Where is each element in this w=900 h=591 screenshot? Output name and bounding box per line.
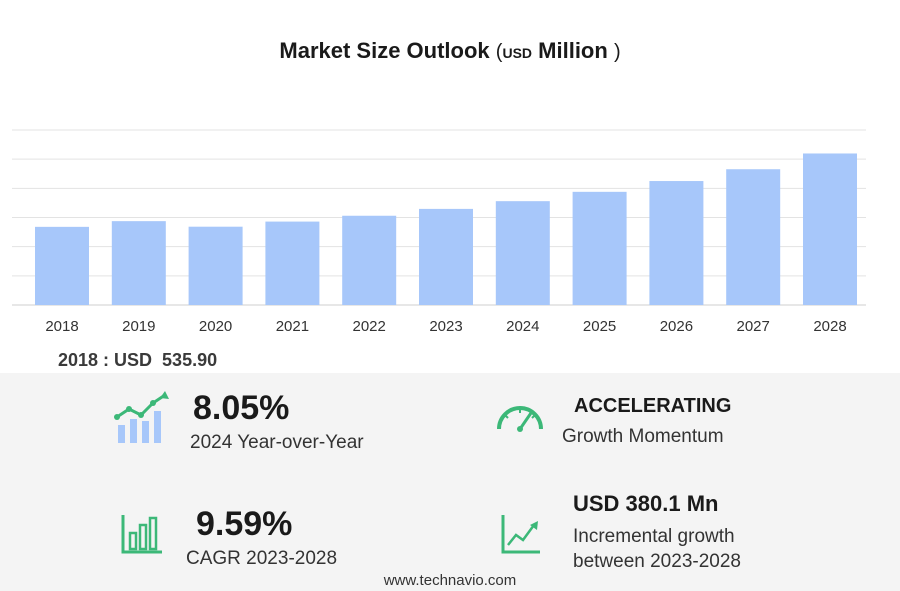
momentum-value: ACCELERATING <box>574 395 732 417</box>
title-unit-prefix: USD <box>502 45 533 61</box>
bar-2021 <box>265 221 320 305</box>
speedometer-icon <box>497 406 543 432</box>
growth-bars-icon <box>114 391 169 443</box>
bar-2018 <box>35 226 89 305</box>
chart-title: Market Size Outlook (USD Million ) <box>0 38 900 64</box>
title-main: Market Size Outlook <box>279 38 490 63</box>
footer-url: www.technavio.com <box>383 572 517 589</box>
x-tick-label-2025: 2025 <box>583 318 616 335</box>
bar-2020 <box>188 226 243 305</box>
x-tick-label-2019: 2019 <box>122 318 155 335</box>
incremental-label-line2: between 2023-2028 <box>573 551 741 572</box>
x-tick-label-2028: 2028 <box>813 318 846 335</box>
bar-2026 <box>649 181 704 305</box>
bar-2027 <box>726 169 781 305</box>
bar-2019 <box>111 221 166 305</box>
x-tick-label-2018: 2018 <box>45 318 78 335</box>
x-tick-label-2026: 2026 <box>660 318 693 335</box>
x-tick-label-2027: 2027 <box>737 318 770 335</box>
bar-chart-icon <box>121 515 162 554</box>
x-tick-label-2023: 2023 <box>429 318 462 335</box>
title-paren-close: ) <box>613 41 621 63</box>
base-year-value: 2018 : USD 535.90 <box>58 350 218 370</box>
bar-2024 <box>495 201 550 305</box>
cagr-label: CAGR 2023-2028 <box>186 548 338 569</box>
bar-2022 <box>342 215 397 305</box>
yoy-label: 2024 Year-over-Year <box>190 432 364 453</box>
cagr-value: 9.59% <box>196 505 293 543</box>
title-unit: Million <box>538 38 608 63</box>
x-tick-label-2020: 2020 <box>199 318 232 335</box>
bar-2028 <box>803 153 857 305</box>
stats-panel: 8.05% 2024 Year-over-Year ACCELERATING G… <box>0 373 900 591</box>
yoy-value: 8.05% <box>193 389 290 427</box>
title-paren-open: ( <box>495 41 503 63</box>
momentum-label: Growth Momentum <box>562 426 724 447</box>
x-tick-label-2024: 2024 <box>506 318 539 335</box>
trend-line-icon <box>501 515 540 554</box>
bar-2023 <box>419 208 473 305</box>
x-tick-label-2022: 2022 <box>353 318 386 335</box>
incremental-value: USD 380.1 Mn <box>573 491 719 516</box>
x-tick-label-2021: 2021 <box>276 318 309 335</box>
incremental-label-line1: Incremental growth <box>573 526 735 547</box>
bar-2025 <box>572 191 627 305</box>
bar-chart: 2018 2019 2020 2021 2022 2023 2024 2025 2026 2027… <box>12 129 866 335</box>
